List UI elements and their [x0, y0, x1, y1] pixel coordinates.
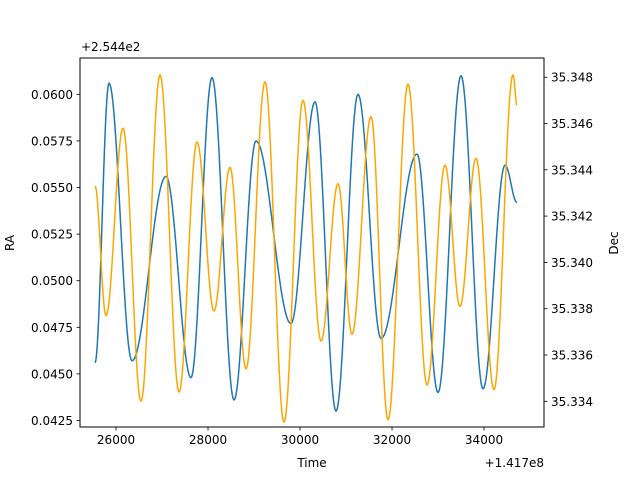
left-y-tick-label: 0.0500	[31, 274, 73, 288]
x-tick-label: 30000	[281, 433, 319, 447]
right-y-tick-label: 35.348	[551, 71, 593, 85]
left-y-tick-label: 0.0525	[31, 228, 73, 242]
left-y-axis-ticks: 0.0600 0.0575 0.0550 0.0525 0.0500 0.0475 0.04…	[31, 88, 80, 428]
ra-offset-text: +2.544e2	[81, 40, 140, 54]
right-y-tick-label: 35.334	[551, 395, 593, 409]
x-axis-ticks: 26000 28000 30000 32000 34000	[97, 427, 503, 447]
right-y-tick-label: 35.344	[551, 163, 593, 177]
x-axis-label: Time	[296, 456, 326, 470]
series-layer	[94, 74, 518, 423]
right-y-tick-label: 35.340	[551, 256, 593, 270]
series-dec-line	[94, 74, 518, 423]
right-y-tick-label: 35.336	[551, 349, 593, 363]
x-tick-label: 28000	[189, 433, 227, 447]
right-y-tick-label: 35.342	[551, 210, 593, 224]
x-offset-text: +1.417e8	[485, 456, 544, 470]
right-y-axis-label: Dec	[607, 231, 621, 254]
series-ra-line	[94, 74, 518, 412]
right-y-axis-ticks: 35.348 35.346 35.344 35.342 35.340 35.338 35.3…	[544, 71, 593, 409]
left-y-tick-label: 0.0550	[31, 181, 73, 195]
x-tick-label: 32000	[373, 433, 411, 447]
left-y-axis-label: RA	[3, 234, 17, 251]
axes-frame	[79, 57, 545, 428]
x-tick-label: 26000	[97, 433, 135, 447]
right-y-tick-label: 35.338	[551, 302, 593, 316]
left-y-tick-label: 0.0425	[31, 414, 73, 428]
left-y-tick-label: 0.0475	[31, 321, 73, 335]
left-y-tick-label: 0.0575	[31, 134, 73, 148]
x-tick-label: 34000	[465, 433, 503, 447]
left-y-tick-label: 0.0600	[31, 88, 73, 102]
left-y-tick-label: 0.0450	[31, 367, 73, 381]
right-y-tick-label: 35.346	[551, 117, 593, 131]
